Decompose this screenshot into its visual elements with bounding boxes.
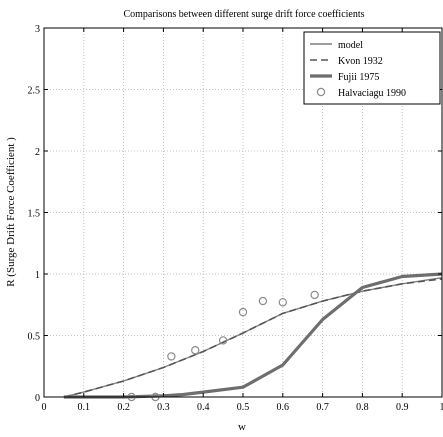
series-line-fujii-1975 (63, 272, 443, 399)
y-tick-label: 0.5 (28, 332, 41, 343)
legend-label-halvaciagu-1990: Halvaciagu 1990 (338, 88, 406, 99)
y-tick-label: 2.5 (28, 86, 41, 97)
legend-label-model: model (338, 40, 363, 51)
y-tick-label: 2 (35, 147, 40, 158)
data-point-halvaciagu-1990 (238, 307, 248, 317)
x-tick-label: 0.4 (197, 402, 210, 413)
grid (44, 28, 442, 397)
data-point-halvaciagu-1990 (218, 336, 228, 345)
series-line-kvon-1932 (63, 278, 443, 398)
data-point-halvaciagu-1990 (310, 290, 319, 300)
y-tick-label: 3 (35, 24, 40, 35)
data-point-halvaciagu-1990 (167, 352, 176, 361)
y-tick-label: 1.5 (28, 209, 41, 220)
legend: model Kvon 1932 Fujii 1975 Halvaciagu 1990 (303, 31, 441, 105)
x-tick-label: 0.2 (117, 402, 130, 413)
data-point-halvaciagu-1990 (278, 298, 287, 307)
axis-ticks: 0 0.1 0.2 0.3 0.4 0.5 0.6 0.7 0.8 0.9 1 0 0.5 1 1.5 2 2.… (28, 24, 443, 413)
data-point-halvaciagu-1990 (258, 296, 268, 306)
chart-title: Comparisons between different surge drif… (123, 9, 364, 20)
x-tick-label: 0.9 (396, 402, 409, 413)
x-tick-label: 0.3 (157, 402, 170, 413)
legend-label-kvon-1932: Kvon 1932 (338, 56, 383, 67)
series-line-model (63, 277, 443, 398)
x-tick-label: 0 (42, 402, 47, 413)
plot-area (63, 272, 443, 402)
legend-marker-halvaciagu-1990 (316, 87, 326, 97)
y-tick-label: 1 (35, 270, 40, 281)
x-tick-label: 0.5 (237, 402, 250, 413)
x-tick-label: 1 (440, 402, 443, 413)
legend-label-fujii-1975: Fujii 1975 (338, 72, 379, 83)
y-axis-label: R (Surge Drift Force Coefficient ) (5, 137, 17, 287)
y-tick-label: 0 (35, 393, 40, 404)
x-tick-label: 0.1 (78, 402, 91, 413)
x-tick-label: 0.8 (356, 402, 369, 413)
x-tick-label: 0.6 (277, 402, 290, 413)
data-point-halvaciagu-1990 (191, 346, 200, 355)
x-axis-label: w (238, 421, 246, 433)
x-tick-label: 0.7 (316, 402, 329, 413)
